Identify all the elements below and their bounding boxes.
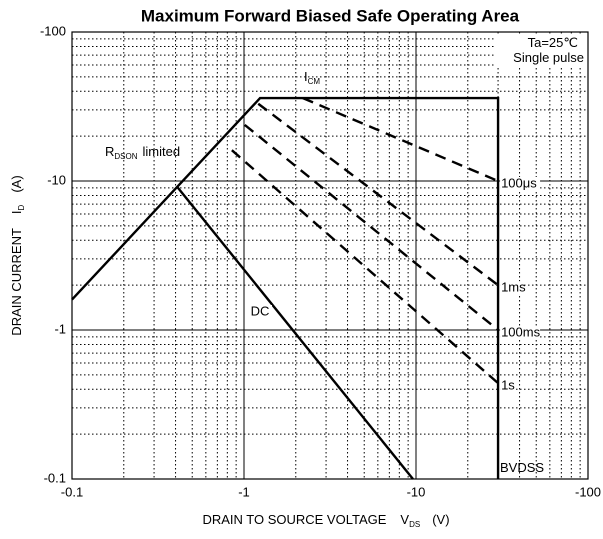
limit-line — [71, 96, 500, 479]
annotation-text: Ta=25℃ — [528, 35, 578, 50]
axis-label-sub: D — [17, 204, 26, 210]
chart-title: Maximum Forward Biased Safe Operating Ar… — [141, 6, 520, 25]
limit-line — [176, 186, 414, 480]
series-label: 100μs — [501, 175, 537, 190]
dashed-limit-line — [257, 102, 499, 287]
x-tick-label: -100 — [575, 484, 601, 499]
dashed-limit-line — [243, 123, 499, 331]
y-tick-label: -0.1 — [44, 470, 66, 485]
label-bg — [500, 281, 525, 296]
x-tick-label: -1 — [238, 484, 250, 499]
axis-label-text: DRAIN TO SOURCE VOLTAGE — [202, 512, 386, 527]
annotation-sub: CM — [308, 77, 321, 86]
annotation-text: Single pulse — [513, 50, 584, 65]
x-tick-label: -10 — [407, 484, 426, 499]
x-label: DRAIN TO SOURCE VOLTAGE VDS (V) — [202, 512, 449, 529]
annotation-text: limited — [143, 144, 181, 159]
y-label: DRAIN CURRENT ID (A) — [9, 175, 26, 335]
series-label: 1ms — [501, 280, 526, 295]
annotation: ICM — [304, 69, 320, 86]
dashed-limit-line — [302, 97, 499, 183]
plot-frame — [71, 31, 589, 480]
axis-label-sub: DS — [409, 520, 420, 529]
annotation: Ta=25℃ — [528, 35, 578, 50]
annotation-sub: DSON — [114, 152, 137, 161]
annotation-text: BVDSS — [500, 460, 544, 475]
axis-label-unit: (V) — [432, 512, 449, 527]
label-bg — [248, 305, 272, 319]
y-tick-label: -10 — [47, 172, 66, 187]
label-bg — [500, 177, 541, 191]
y-tick-label: -100 — [40, 23, 66, 38]
dashed-limit-line — [231, 149, 499, 385]
label-bg — [500, 379, 517, 394]
series-label: DC — [251, 303, 270, 318]
annotation-text: R — [105, 144, 114, 159]
axis-label-symbol: V — [400, 512, 409, 527]
axis-label-symbol: I — [9, 210, 24, 214]
annotation: BVDSS — [500, 460, 544, 475]
axis-label-text: DRAIN CURRENT — [9, 228, 24, 336]
series-label: 1s — [501, 378, 515, 393]
axis-label-unit: (A) — [9, 175, 24, 192]
annotation: RDSON limited — [105, 144, 180, 161]
annotation-text: I — [304, 69, 308, 84]
y-tick-label: -1 — [54, 321, 66, 336]
annotation: Single pulse — [513, 50, 584, 65]
condition-box — [494, 34, 586, 66]
label-bg — [500, 326, 541, 340]
x-tick-label: -0.1 — [61, 484, 83, 499]
series-label: 100ms — [501, 324, 541, 339]
